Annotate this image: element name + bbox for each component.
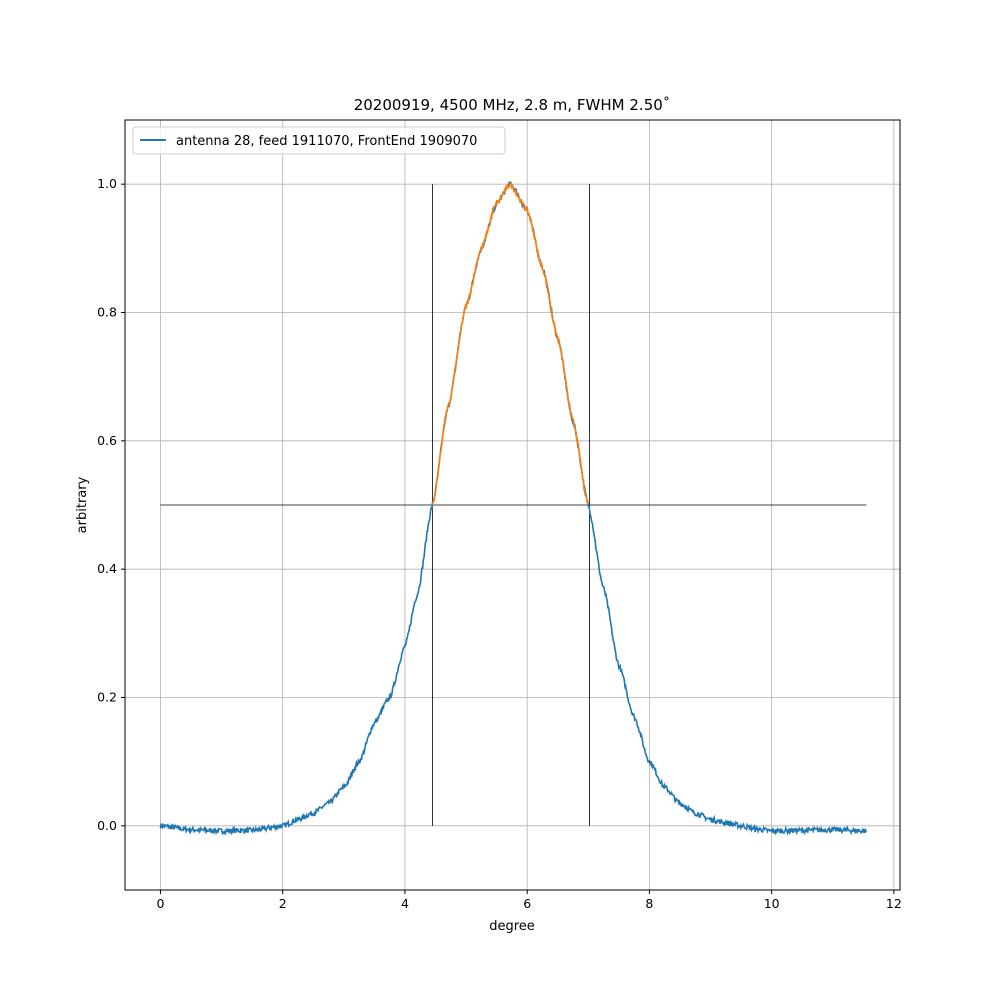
x-tick-label: 6: [523, 896, 531, 911]
series-lines: [159, 181, 868, 837]
chart-title: 20200919, 4500 MHz, 2.8 m, FWHM 2.50˚: [354, 96, 671, 114]
x-tick-label: 12: [886, 896, 902, 911]
y-tick-label: 0.8: [97, 305, 117, 320]
legend: antenna 28, feed 1911070, FrontEnd 19090…: [132, 126, 506, 155]
y-tick-label: 0.6: [97, 433, 117, 448]
x-axis-label: degree: [489, 919, 535, 934]
x-tick-label: 8: [645, 896, 653, 911]
y-tick-label: 1.0: [97, 176, 117, 191]
fwhm-region-series-line: [431, 181, 590, 506]
legend-entry-label: antenna 28, feed 1911070, FrontEnd 19090…: [176, 134, 477, 149]
plot-frame: [124, 119, 901, 891]
legend-box: [132, 126, 506, 155]
y-axis-label: arbitrary: [75, 476, 90, 533]
x-tick-label: 10: [764, 896, 780, 911]
y-tick-label: 0.4: [97, 561, 117, 576]
x-tick-label: 0: [156, 896, 164, 911]
y-tick-label: 0.0: [97, 818, 117, 833]
y-tick-label: 0.2: [97, 690, 117, 705]
x-tick-label: 2: [279, 896, 287, 911]
axis-ticks: 0 2 4 6 8 10 12 0.0 0.2 0.4 0.6 0.8 1.0: [97, 176, 902, 911]
x-tick-label: 4: [401, 896, 409, 911]
